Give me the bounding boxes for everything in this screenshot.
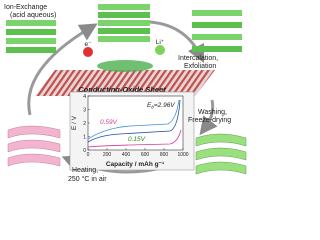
inset-x-label: Capacity / mAh g⁻¹ — [106, 161, 164, 168]
x-tick-label: 0 — [87, 152, 90, 158]
green-sheets — [195, 133, 247, 175]
pink-sheets — [7, 125, 61, 167]
inset-ticks: 0 200 400 600 800 1000 0 1 2 3 4 — [83, 94, 189, 158]
annotation: 0.15V — [128, 136, 146, 143]
oxide-sheet — [35, 70, 215, 96]
ion-dot — [155, 45, 165, 55]
electron-dot — [83, 47, 93, 57]
graphical-abstract: e⁻ Li⁺ Conducting-Oxide Sheet 0.59V 0.15… — [4, 4, 247, 183]
step-label: (acid aqueous) — [10, 12, 56, 19]
ion-label: Li⁺ — [156, 39, 165, 46]
x-tick-label: 800 — [160, 152, 169, 158]
step-label: Ion-Exchange — [4, 4, 47, 11]
step-label: Exfoliation — [184, 63, 216, 70]
layered-blocks — [6, 4, 242, 53]
x-tick-label: 200 — [103, 152, 112, 158]
y-tick-label: 3 — [83, 108, 86, 114]
step-label: Intercalation, — [178, 55, 218, 62]
x-tick-label: 1000 — [177, 152, 188, 158]
inset-y-label: E / V — [71, 115, 78, 130]
annotation: Eb=2.96V — [147, 102, 175, 110]
inset-plot-area — [87, 95, 184, 151]
y-tick-label: 2 — [83, 121, 86, 127]
sheet-label: Conducting-Oxide Sheet — [78, 85, 166, 94]
y-tick-label: 0 — [83, 148, 86, 154]
inset-curves — [87, 99, 182, 148]
x-tick-label: 400 — [122, 152, 131, 158]
step-label: Washing, — [198, 109, 227, 116]
electron-label: e⁻ — [84, 41, 92, 48]
x-tick-label: 600 — [141, 152, 150, 158]
annotation: 0.59V — [100, 119, 118, 126]
ion-cluster — [97, 60, 153, 72]
step-label: Freeze-drying — [188, 117, 231, 124]
annotation-part: E — [147, 102, 152, 109]
annotation-part: b — [151, 105, 154, 110]
step-label: 250 °C in air — [68, 175, 107, 183]
y-tick-label: 1 — [83, 135, 86, 141]
y-tick-label: 4 — [83, 94, 86, 100]
step-label: Heating, — [72, 167, 98, 174]
annotation-part: =2.96V — [154, 102, 175, 109]
